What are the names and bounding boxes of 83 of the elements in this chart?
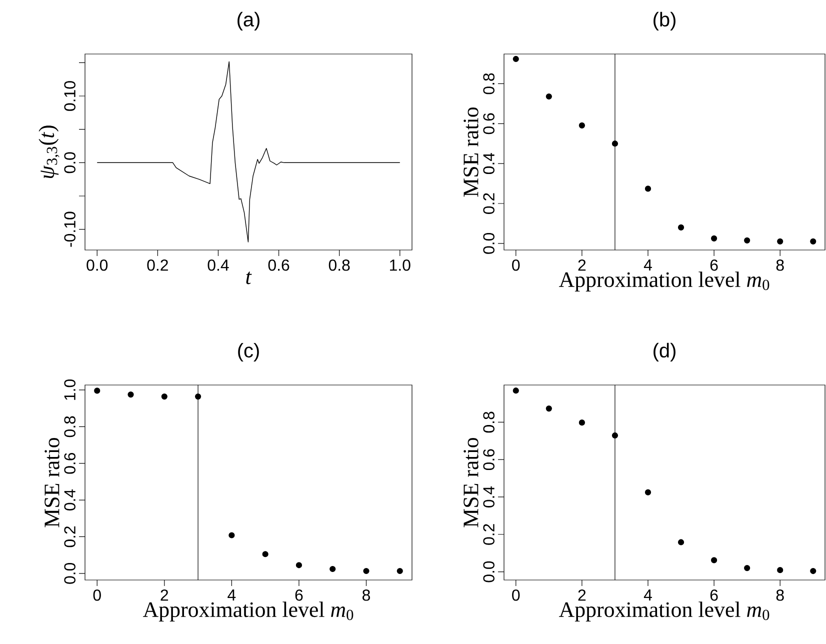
point (128, 391, 134, 398)
x-axis-title: Approximation level m$_{0}$ (142, 602, 354, 622)
x-tick-label: 2 (578, 590, 586, 601)
point (546, 93, 552, 100)
x-tick-label: 0.0 (86, 260, 108, 271)
point (744, 237, 750, 244)
x-tick-label: 8 (776, 260, 784, 271)
point (578, 122, 585, 128)
y-tick-label: 0.6 (483, 113, 494, 134)
y-tick-label: -0.10 (64, 212, 76, 247)
point (810, 238, 816, 244)
point (296, 562, 302, 568)
chart-title: (c) (238, 342, 259, 362)
x-tick-label: 0.8 (328, 260, 350, 271)
point (644, 186, 652, 192)
point (161, 394, 168, 400)
x-axis-title: Approximation level m$_{0}$ (558, 272, 770, 292)
point (777, 567, 784, 574)
y-tick-label: 0.0 (483, 232, 494, 254)
y-tick-label: 0.8 (64, 416, 76, 438)
point (546, 406, 552, 412)
y-tick-label: 0.0 (483, 561, 494, 582)
y-tick-label: 0.8 (483, 412, 494, 433)
x-tick-label: 4 (644, 260, 652, 270)
point (94, 388, 100, 394)
y-tick-label: 0.0 (64, 152, 76, 174)
line-series (96, 61, 400, 242)
point (678, 224, 684, 230)
x-tick-label: 8 (362, 590, 370, 601)
point (363, 568, 370, 574)
x-tick-label: 0.6 (268, 260, 290, 271)
point (612, 140, 618, 147)
point (744, 564, 750, 572)
x-tick-label: 8 (776, 590, 784, 601)
y-tick-label: 0.0 (64, 562, 76, 584)
point (512, 388, 519, 394)
x-tick-label: 0.2 (147, 260, 168, 271)
y-tick-label: 0.4 (483, 152, 494, 174)
x-tick-label: 1.0 (390, 260, 410, 271)
x-axis-title: t (246, 272, 252, 284)
x-tick-label: 4 (228, 590, 236, 600)
point (396, 568, 403, 574)
y-tick-label: 0.10 (64, 81, 76, 111)
y-tick-label: 0.2 (483, 193, 494, 214)
chart-title: (a) (238, 12, 260, 30)
y-tick-label: 0.8 (483, 73, 494, 94)
x-tick-label: 2 (578, 260, 586, 271)
point (512, 56, 519, 62)
x-axis-title: Approximation level m$_{0}$ (558, 602, 770, 622)
y-axis-title: MSE ratio (44, 438, 60, 528)
point (810, 568, 816, 574)
y-tick-label: 0.6 (64, 452, 76, 474)
y-tick-label: 1.0 (64, 380, 76, 400)
point (578, 420, 585, 426)
x-tick-label: 4 (644, 590, 652, 600)
x-tick-label: 0 (93, 590, 101, 601)
point (777, 238, 784, 244)
chart-title: (b) (654, 12, 676, 30)
point (228, 532, 235, 538)
x-tick-label: 6 (710, 260, 718, 271)
x-tick-label: 0 (512, 590, 520, 601)
y-tick-label: 0.4 (64, 489, 76, 510)
point (194, 394, 202, 400)
y-axis-title: MSE ratio (464, 438, 478, 528)
y-tick-label: 0.2 (483, 524, 494, 545)
y-tick-label: 0.4 (483, 486, 494, 508)
point (644, 489, 652, 496)
point (612, 432, 618, 439)
y-tick-label: 0.2 (64, 526, 76, 548)
point (330, 566, 336, 572)
x-tick-label: 0 (512, 260, 520, 271)
x-tick-label: 6 (710, 590, 718, 601)
x-tick-label: 0.4 (208, 260, 229, 271)
y-axis-title: ψ$_{3,3}$(t) (38, 126, 60, 178)
y-axis-title: MSE ratio (464, 107, 478, 197)
point (710, 557, 718, 564)
x-tick-label: 6 (295, 590, 303, 601)
chart-title: (d) (654, 342, 676, 362)
y-tick-label: 0.6 (483, 449, 494, 470)
point (262, 551, 268, 558)
x-tick-label: 2 (160, 590, 168, 601)
point (710, 235, 718, 242)
point (678, 539, 684, 546)
